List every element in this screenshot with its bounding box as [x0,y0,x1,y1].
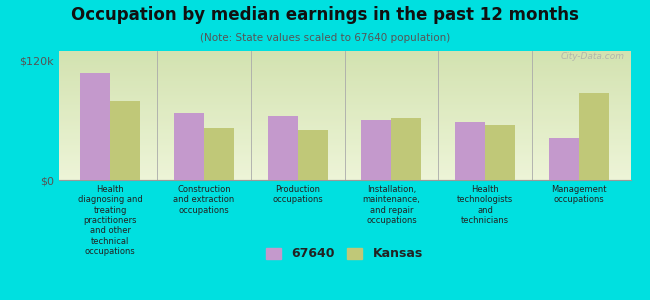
Bar [80,73,110,180]
Bar [174,112,204,180]
Bar [455,122,485,180]
Text: Occupation by median earnings in the past 12 months: Occupation by median earnings in the pas… [71,6,579,24]
Bar [361,121,391,180]
Text: City-Data.com: City-Data.com [561,52,625,61]
Text: (Note: State values scaled to 67640 population): (Note: State values scaled to 67640 popu… [200,33,450,43]
Bar [110,100,140,180]
Bar [579,93,609,180]
Legend: 67640, Kansas: 67640, Kansas [260,241,429,267]
Bar [391,118,421,180]
Bar [268,116,298,180]
Bar [298,130,328,180]
Bar [204,128,234,180]
Bar [549,138,579,180]
Bar [485,125,515,180]
